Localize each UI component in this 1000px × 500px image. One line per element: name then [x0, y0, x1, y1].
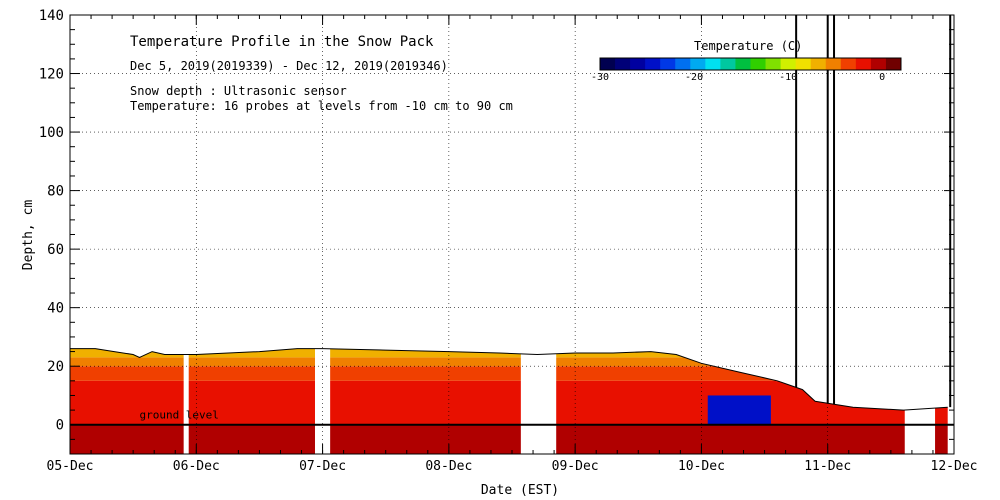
colorbar-swatch-7 — [705, 58, 721, 70]
colorbar-frame — [599, 57, 902, 71]
y-tick-label-7: 140 — [39, 8, 64, 24]
plot-fill-layer: ground level — [70, 15, 954, 454]
colorbar-tick-label-0: -30 — [591, 72, 609, 83]
temperature-layer-2 — [70, 366, 948, 411]
y-tick-label-6: 120 — [39, 67, 64, 83]
y-tick-label-5: 100 — [39, 125, 64, 141]
x-tick-label-6: 11-Dec — [804, 459, 851, 474]
temperature-layer-4 — [70, 348, 948, 411]
colorbar-tick-label-1: -20 — [685, 72, 703, 83]
colorbar-swatch-13 — [795, 58, 812, 70]
colorbar-swatch-10 — [750, 58, 767, 70]
data-gap-2 — [520, 15, 557, 454]
colorbar-swatch-5 — [675, 58, 691, 70]
colorbar-swatch-19 — [885, 58, 902, 70]
colorbar-swatch-8 — [720, 58, 736, 70]
data-gap-3 — [904, 15, 936, 454]
colorbar-swatch-17 — [855, 58, 872, 70]
colorbar-swatch-4 — [660, 58, 676, 70]
colorbar-swatch-0 — [600, 58, 616, 70]
colorbar-swatch-18 — [870, 58, 887, 70]
colorbar: -30 -20 -10 0 — [591, 57, 902, 83]
colorbar-label: Temperature (C) — [694, 39, 802, 53]
colorbar-swatch-9 — [735, 58, 751, 70]
info-line-probes: Temperature: 16 probes at levels from -1… — [130, 99, 513, 113]
cold-event-cell — [707, 395, 771, 425]
colorbar-swatch-3 — [645, 58, 661, 70]
tick-layer: 0 20 40 60 80 100 120 140 05-Dec 06-Dec 07-Dec 08-D… — [39, 8, 978, 474]
x-axis-label: Date (EST) — [481, 483, 559, 498]
x-tick-label-3: 08-Dec — [425, 459, 472, 474]
colorbar-swatch-12 — [780, 58, 797, 70]
x-tick-label-4: 09-Dec — [552, 459, 599, 474]
grid-layer — [70, 15, 954, 454]
y-tick-label-0: 0 — [56, 418, 64, 434]
chart-subtitle: Dec 5, 2019(2019339) - Dec 12, 2019(2019… — [130, 59, 448, 73]
temperature-layer-3 — [70, 357, 948, 411]
colorbar-swatch-6 — [690, 58, 706, 70]
colorbar-tick-label-2: -10 — [779, 72, 797, 83]
y-tick-label-1: 20 — [47, 359, 64, 375]
y-tick-label-2: 40 — [47, 301, 64, 317]
temperature-layer-0 — [70, 424, 948, 454]
ground-level-label: ground level — [139, 409, 218, 422]
x-tick-label-0: 05-Dec — [47, 459, 94, 474]
snow-depth-line — [70, 348, 948, 411]
colorbar-swatch-11 — [765, 58, 782, 70]
colorbar-swatch-1 — [615, 58, 631, 70]
colorbar-swatch-2 — [630, 58, 646, 70]
x-tick-label-7: 12-Dec — [931, 459, 978, 474]
x-tick-label-5: 10-Dec — [678, 459, 725, 474]
data-gap-1 — [314, 15, 331, 454]
colorbar-swatch-15 — [825, 58, 842, 70]
data-gap-0 — [183, 15, 189, 454]
y-tick-label-3: 60 — [47, 242, 64, 258]
colorbar-swatch-14 — [810, 58, 827, 70]
info-line-sensor: Snow depth : Ultrasonic sensor — [130, 84, 347, 98]
y-tick-label-4: 80 — [47, 184, 64, 200]
y-axis-label: Depth, cm — [21, 200, 36, 271]
x-tick-label-1: 06-Dec — [173, 459, 220, 474]
x-tick-label-2: 07-Dec — [299, 459, 346, 474]
colorbar-swatch-16 — [840, 58, 857, 70]
colorbar-tick-label-3: 0 — [879, 72, 885, 83]
chart-title: Temperature Profile in the Snow Pack — [130, 34, 434, 50]
